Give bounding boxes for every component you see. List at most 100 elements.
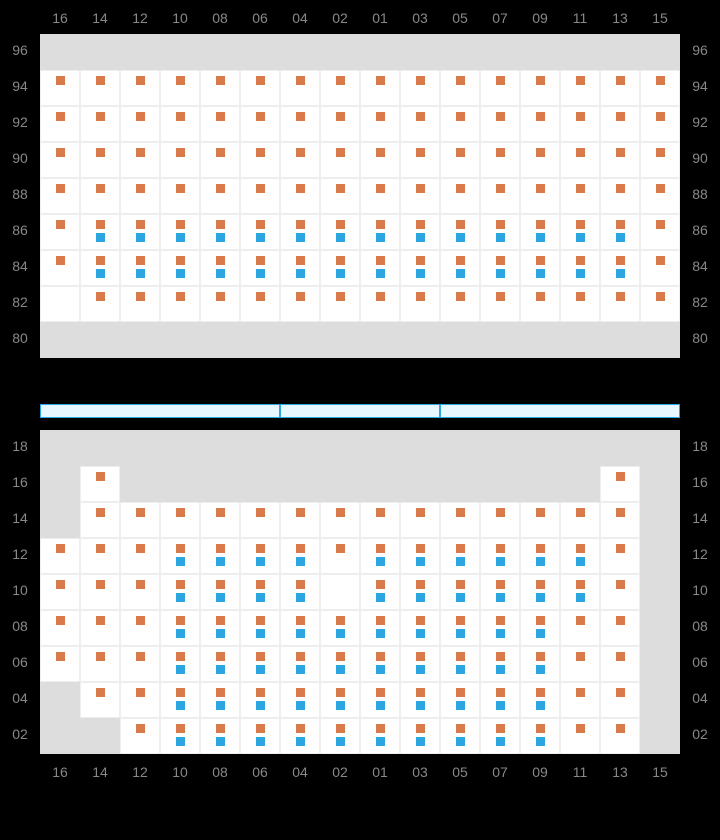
marker-orange <box>416 184 425 193</box>
row-label-right: 04 <box>684 690 716 706</box>
marker-orange <box>576 580 585 589</box>
marker-blue <box>336 233 345 242</box>
marker-orange <box>576 148 585 157</box>
marker-orange <box>96 688 105 697</box>
marker-orange <box>416 688 425 697</box>
row-label-left: 04 <box>4 690 36 706</box>
col-label-bottom: 01 <box>360 764 400 780</box>
col-label-top: 11 <box>560 10 600 26</box>
marker-blue <box>256 701 265 710</box>
marker-blue <box>536 629 545 638</box>
marker-orange <box>456 580 465 589</box>
marker-orange <box>376 292 385 301</box>
marker-blue <box>616 269 625 278</box>
marker-blue <box>176 269 185 278</box>
row-label-right: 02 <box>684 726 716 742</box>
marker-orange <box>216 688 225 697</box>
marker-orange <box>456 220 465 229</box>
marker-blue <box>496 701 505 710</box>
marker-orange <box>456 76 465 85</box>
marker-orange <box>536 112 545 121</box>
marker-blue <box>456 701 465 710</box>
marker-orange <box>296 508 305 517</box>
marker-orange <box>136 580 145 589</box>
marker-orange <box>296 616 305 625</box>
col-label-top: 16 <box>40 10 80 26</box>
row-label-left: 94 <box>4 78 36 94</box>
marker-orange <box>336 652 345 661</box>
marker-orange <box>616 220 625 229</box>
marker-orange <box>176 256 185 265</box>
marker-orange <box>216 220 225 229</box>
marker-orange <box>376 688 385 697</box>
marker-blue <box>296 737 305 746</box>
marker-blue <box>376 701 385 710</box>
marker-orange <box>96 544 105 553</box>
marker-blue <box>376 737 385 746</box>
row-label-left: 92 <box>4 114 36 130</box>
marker-blue <box>456 233 465 242</box>
marker-orange <box>536 616 545 625</box>
marker-orange <box>296 688 305 697</box>
marker-orange <box>216 724 225 733</box>
marker-orange <box>456 616 465 625</box>
col-label-top: 13 <box>600 10 640 26</box>
marker-blue <box>376 233 385 242</box>
marker-blue <box>376 557 385 566</box>
seat-cell[interactable] <box>40 286 80 322</box>
marker-blue <box>256 233 265 242</box>
marker-orange <box>616 580 625 589</box>
marker-blue <box>136 269 145 278</box>
row-label-left: 86 <box>4 222 36 238</box>
marker-orange <box>536 580 545 589</box>
marker-blue <box>496 269 505 278</box>
col-label-bottom: 07 <box>480 764 520 780</box>
marker-blue <box>256 665 265 674</box>
marker-orange <box>136 724 145 733</box>
marker-orange <box>176 616 185 625</box>
col-label-bottom: 09 <box>520 764 560 780</box>
marker-orange <box>656 220 665 229</box>
col-label-bottom: 08 <box>200 764 240 780</box>
marker-blue <box>536 737 545 746</box>
marker-orange <box>56 616 65 625</box>
marker-orange <box>256 724 265 733</box>
marker-blue <box>256 593 265 602</box>
marker-orange <box>216 616 225 625</box>
marker-orange <box>56 544 65 553</box>
marker-orange <box>96 292 105 301</box>
marker-orange <box>176 220 185 229</box>
marker-orange <box>296 256 305 265</box>
seat-cell[interactable] <box>320 574 360 610</box>
marker-orange <box>256 652 265 661</box>
col-label-bottom: 02 <box>320 764 360 780</box>
marker-orange <box>616 76 625 85</box>
marker-blue <box>496 665 505 674</box>
marker-blue <box>336 269 345 278</box>
marker-orange <box>416 580 425 589</box>
marker-orange <box>56 580 65 589</box>
marker-orange <box>216 112 225 121</box>
marker-orange <box>96 616 105 625</box>
marker-orange <box>576 76 585 85</box>
marker-orange <box>216 508 225 517</box>
col-label-top: 07 <box>480 10 520 26</box>
marker-blue <box>376 269 385 278</box>
marker-orange <box>576 616 585 625</box>
col-label-top: 06 <box>240 10 280 26</box>
marker-orange <box>496 580 505 589</box>
marker-orange <box>456 724 465 733</box>
marker-orange <box>296 184 305 193</box>
marker-orange <box>96 148 105 157</box>
marker-orange <box>256 148 265 157</box>
marker-orange <box>296 148 305 157</box>
row-label-right: 18 <box>684 438 716 454</box>
marker-orange <box>616 724 625 733</box>
marker-orange <box>256 112 265 121</box>
marker-orange <box>416 112 425 121</box>
marker-orange <box>136 508 145 517</box>
marker-orange <box>56 652 65 661</box>
col-label-bottom: 16 <box>40 764 80 780</box>
row-label-right: 88 <box>684 186 716 202</box>
marker-orange <box>616 112 625 121</box>
